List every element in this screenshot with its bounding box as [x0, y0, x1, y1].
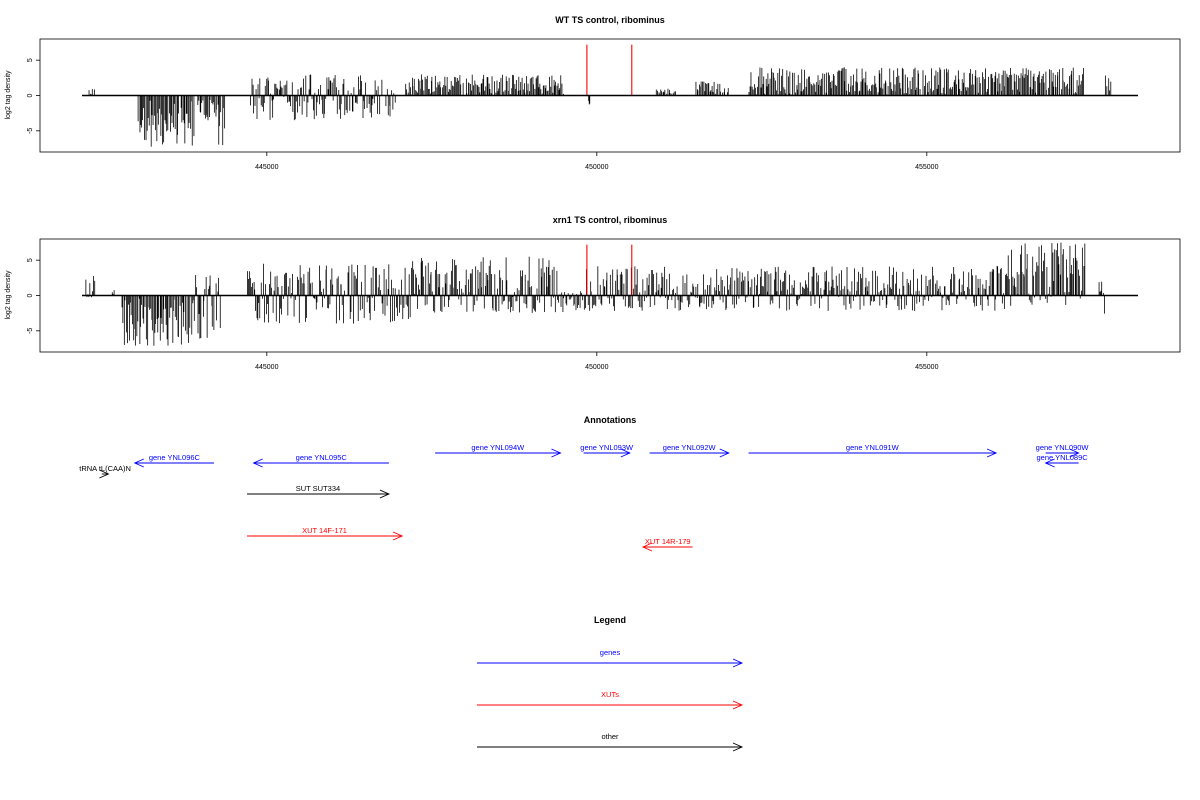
- annotation-label: gene YNL094W: [471, 443, 525, 452]
- annotation-label: gene YNL090W: [1036, 443, 1090, 452]
- xrn1-panel-title: xrn1 TS control, ribominus: [553, 215, 668, 225]
- annotation-label: gene YNL091W: [846, 443, 900, 452]
- annotation-label: XUT 14F-171: [302, 526, 347, 535]
- x-tick-label: 450000: [585, 164, 608, 171]
- y-tick-label: -5: [27, 328, 34, 334]
- wt-axes-group: 445000 450000 455000 -5 0 5: [27, 58, 939, 171]
- x-tick-label: 455000: [915, 364, 938, 371]
- annotations-title: Annotations: [584, 415, 637, 425]
- xrn1-bars-group: [85, 242, 1105, 346]
- legend-label: other: [601, 732, 619, 741]
- annotation-arrow-head: [379, 489, 391, 499]
- y-tick-label: 5: [27, 258, 34, 262]
- annotation-features-group: gene YNL096C gene YNL095C gene YNL094W gene…: [79, 443, 1090, 552]
- annotation-label: gene YNL092W: [663, 443, 717, 452]
- annotation-label: gene YNL093W: [580, 443, 634, 452]
- legend-items-group: genes XUTs other: [477, 648, 744, 752]
- xrn1-spikes-group: [586, 244, 633, 296]
- annotation-arrow-head: [551, 448, 562, 458]
- annotation-label: gene YNL095C: [296, 453, 348, 462]
- xrn1-axes-group: 445000 450000 455000 -5 0 5: [27, 258, 939, 371]
- annotation-arrow-head: [620, 448, 631, 458]
- annotation-arrow-head: [1069, 448, 1080, 458]
- wt-y-axis-label: log2 tag density: [5, 70, 12, 120]
- legend-label: XUTs: [601, 690, 619, 699]
- y-tick-label: 5: [27, 58, 34, 62]
- annotation-arrow-head: [1044, 458, 1055, 468]
- annotation-arrow-head: [392, 531, 404, 541]
- y-tick-label: -5: [27, 128, 34, 134]
- wt-bars-group: [88, 67, 1112, 147]
- annotation-arrow-head: [641, 542, 653, 552]
- annotations-panel: Annotations gene YNL096C gene YNL095Cgene…: [79, 415, 1090, 552]
- xrn1-y-axis-label: log2 tag density: [5, 270, 12, 320]
- x-tick-label: 450000: [585, 364, 608, 371]
- annotation-arrow-head: [252, 458, 263, 468]
- annotation-arrow-head: [986, 448, 998, 458]
- xrn1-panel: xrn1 TS control, ribominus 445000 450000 4…: [5, 215, 1181, 371]
- x-tick-label: 455000: [915, 164, 938, 171]
- legend-arrow-head: [732, 742, 744, 752]
- x-tick-label: 445000: [255, 164, 278, 171]
- x-tick-label: 445000: [255, 364, 278, 371]
- legend-label: genes: [600, 648, 621, 657]
- y-tick-label: 0: [27, 293, 34, 297]
- legend-arrow-head: [732, 658, 744, 668]
- wt-panel: WT TS control, ribominus 445000 450000 455…: [5, 15, 1181, 171]
- annotation-label: SUT SUT334: [296, 484, 340, 493]
- annotation-label: tRNA tL(CAA)N: [79, 464, 131, 473]
- annotation-arrow-head: [99, 469, 110, 479]
- annotation-arrow-head: [133, 458, 144, 468]
- legend-title: Legend: [594, 615, 626, 625]
- annotation-label: XUT 14R-179: [645, 537, 691, 546]
- annotation-label: gene YNL089C: [1037, 453, 1089, 462]
- legend-arrow-head: [732, 700, 744, 710]
- annotation-label: gene YNL096C: [149, 453, 201, 462]
- annotation-arrow-head: [719, 448, 730, 458]
- y-tick-label: 0: [27, 93, 34, 97]
- legend-panel: Legend genes XUTs other: [477, 615, 744, 752]
- wt-spikes-group: [586, 44, 633, 96]
- wt-panel-title: WT TS control, ribominus: [555, 15, 665, 25]
